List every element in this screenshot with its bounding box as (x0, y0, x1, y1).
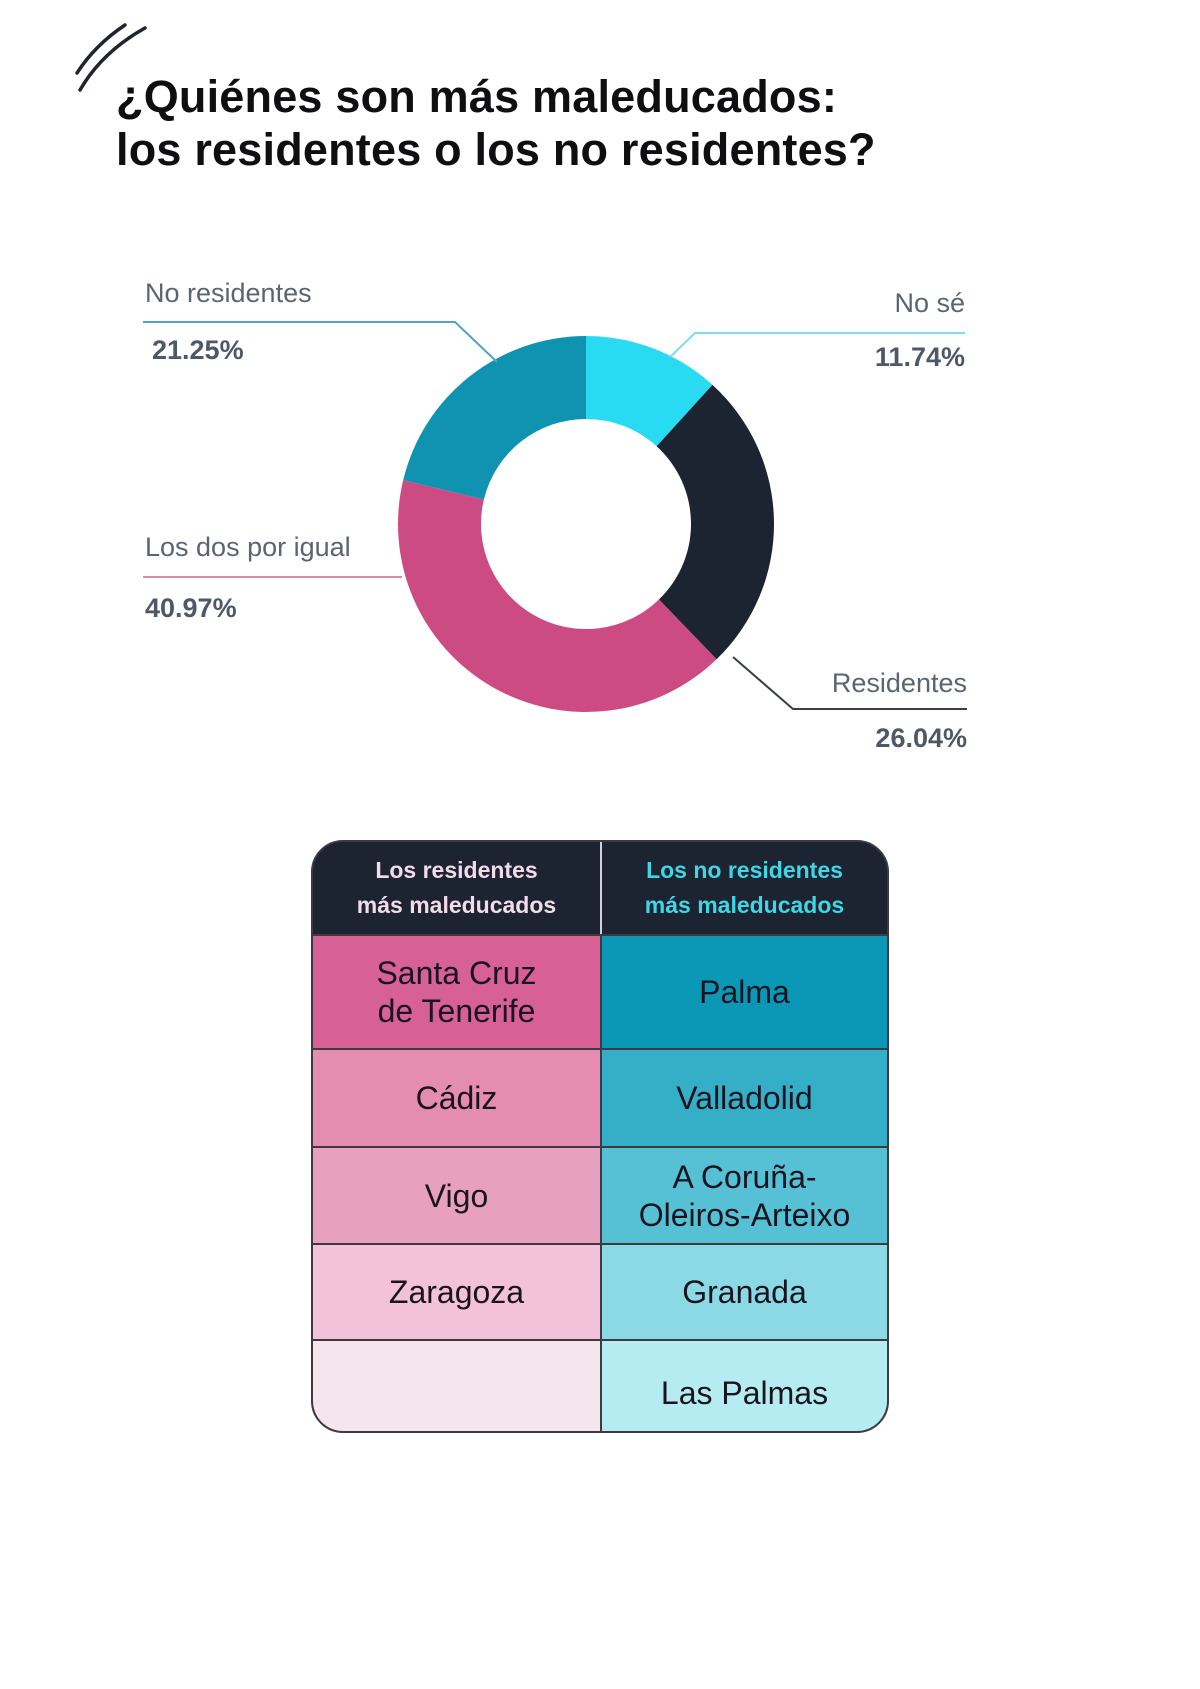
cell-residentes (313, 1341, 602, 1431)
leader-line-no-residentes (143, 321, 498, 363)
leader-line-no-se (669, 332, 965, 358)
cell-no-residentes: Palma (602, 936, 887, 1048)
table-header: Los residentes más maleducados Los no re… (313, 842, 887, 934)
donut-segment-no-residentes (403, 336, 586, 500)
value-los-dos-por-igual: 40.97% (145, 593, 237, 623)
header-residentes: Los residentes más maleducados (313, 842, 602, 934)
page-title: ¿Quiénes son más maleducados: los reside… (116, 70, 876, 176)
donut-segment-residentes (656, 384, 774, 660)
donut-segment-no-s- (586, 336, 713, 447)
decorative-strokes-icon (75, 23, 147, 92)
cell-no-residentes: Valladolid (602, 1050, 887, 1146)
cell-no-residentes: Granada (602, 1245, 887, 1339)
cell-residentes: Zaragoza (313, 1245, 602, 1339)
value-no-se: 11.74% (874, 342, 965, 372)
label-no-residentes: No residentes (145, 278, 312, 308)
table-row: Vigo A Coruña- Oleiros-Arteixo (313, 1146, 887, 1243)
cell-no-residentes: Las Palmas (602, 1341, 887, 1431)
leader-line-residentes (732, 656, 967, 710)
table-row: Santa Cruz de Tenerife Palma (313, 934, 887, 1048)
cities-table: Los residentes más maleducados Los no re… (311, 840, 889, 1433)
title-line-1: ¿Quiénes son más maleducados: (116, 71, 838, 122)
value-no-residentes: 21.25% (152, 335, 244, 365)
cell-residentes: Vigo (313, 1148, 602, 1243)
header-no-residentes: Los no residentes más maleducados (644, 857, 845, 918)
value-residentes: 26.04% (875, 723, 967, 753)
donut-segment-los-dos-por-igual (398, 480, 717, 712)
label-residentes: Residentes (831, 668, 967, 698)
cell-no-residentes: A Coruña- Oleiros-Arteixo (602, 1148, 887, 1243)
table-body: Santa Cruz de Tenerife Palma Cádiz Valladol… (313, 934, 887, 1431)
cell-residentes: Santa Cruz de Tenerife (313, 936, 602, 1048)
donut-segments (398, 336, 774, 712)
table-row: Cádiz Valladolid (313, 1048, 887, 1146)
cell-residentes: Cádiz (313, 1050, 602, 1146)
title-line-2: los residentes o los no residentes? (116, 124, 876, 175)
label-los-dos-por-igual: Los dos por igual (145, 532, 351, 562)
table-row: Las Palmas (313, 1339, 887, 1431)
donut-chart (143, 321, 967, 712)
table-row: Zaragoza Granada (313, 1243, 887, 1339)
label-no-se: No sé (894, 288, 965, 318)
